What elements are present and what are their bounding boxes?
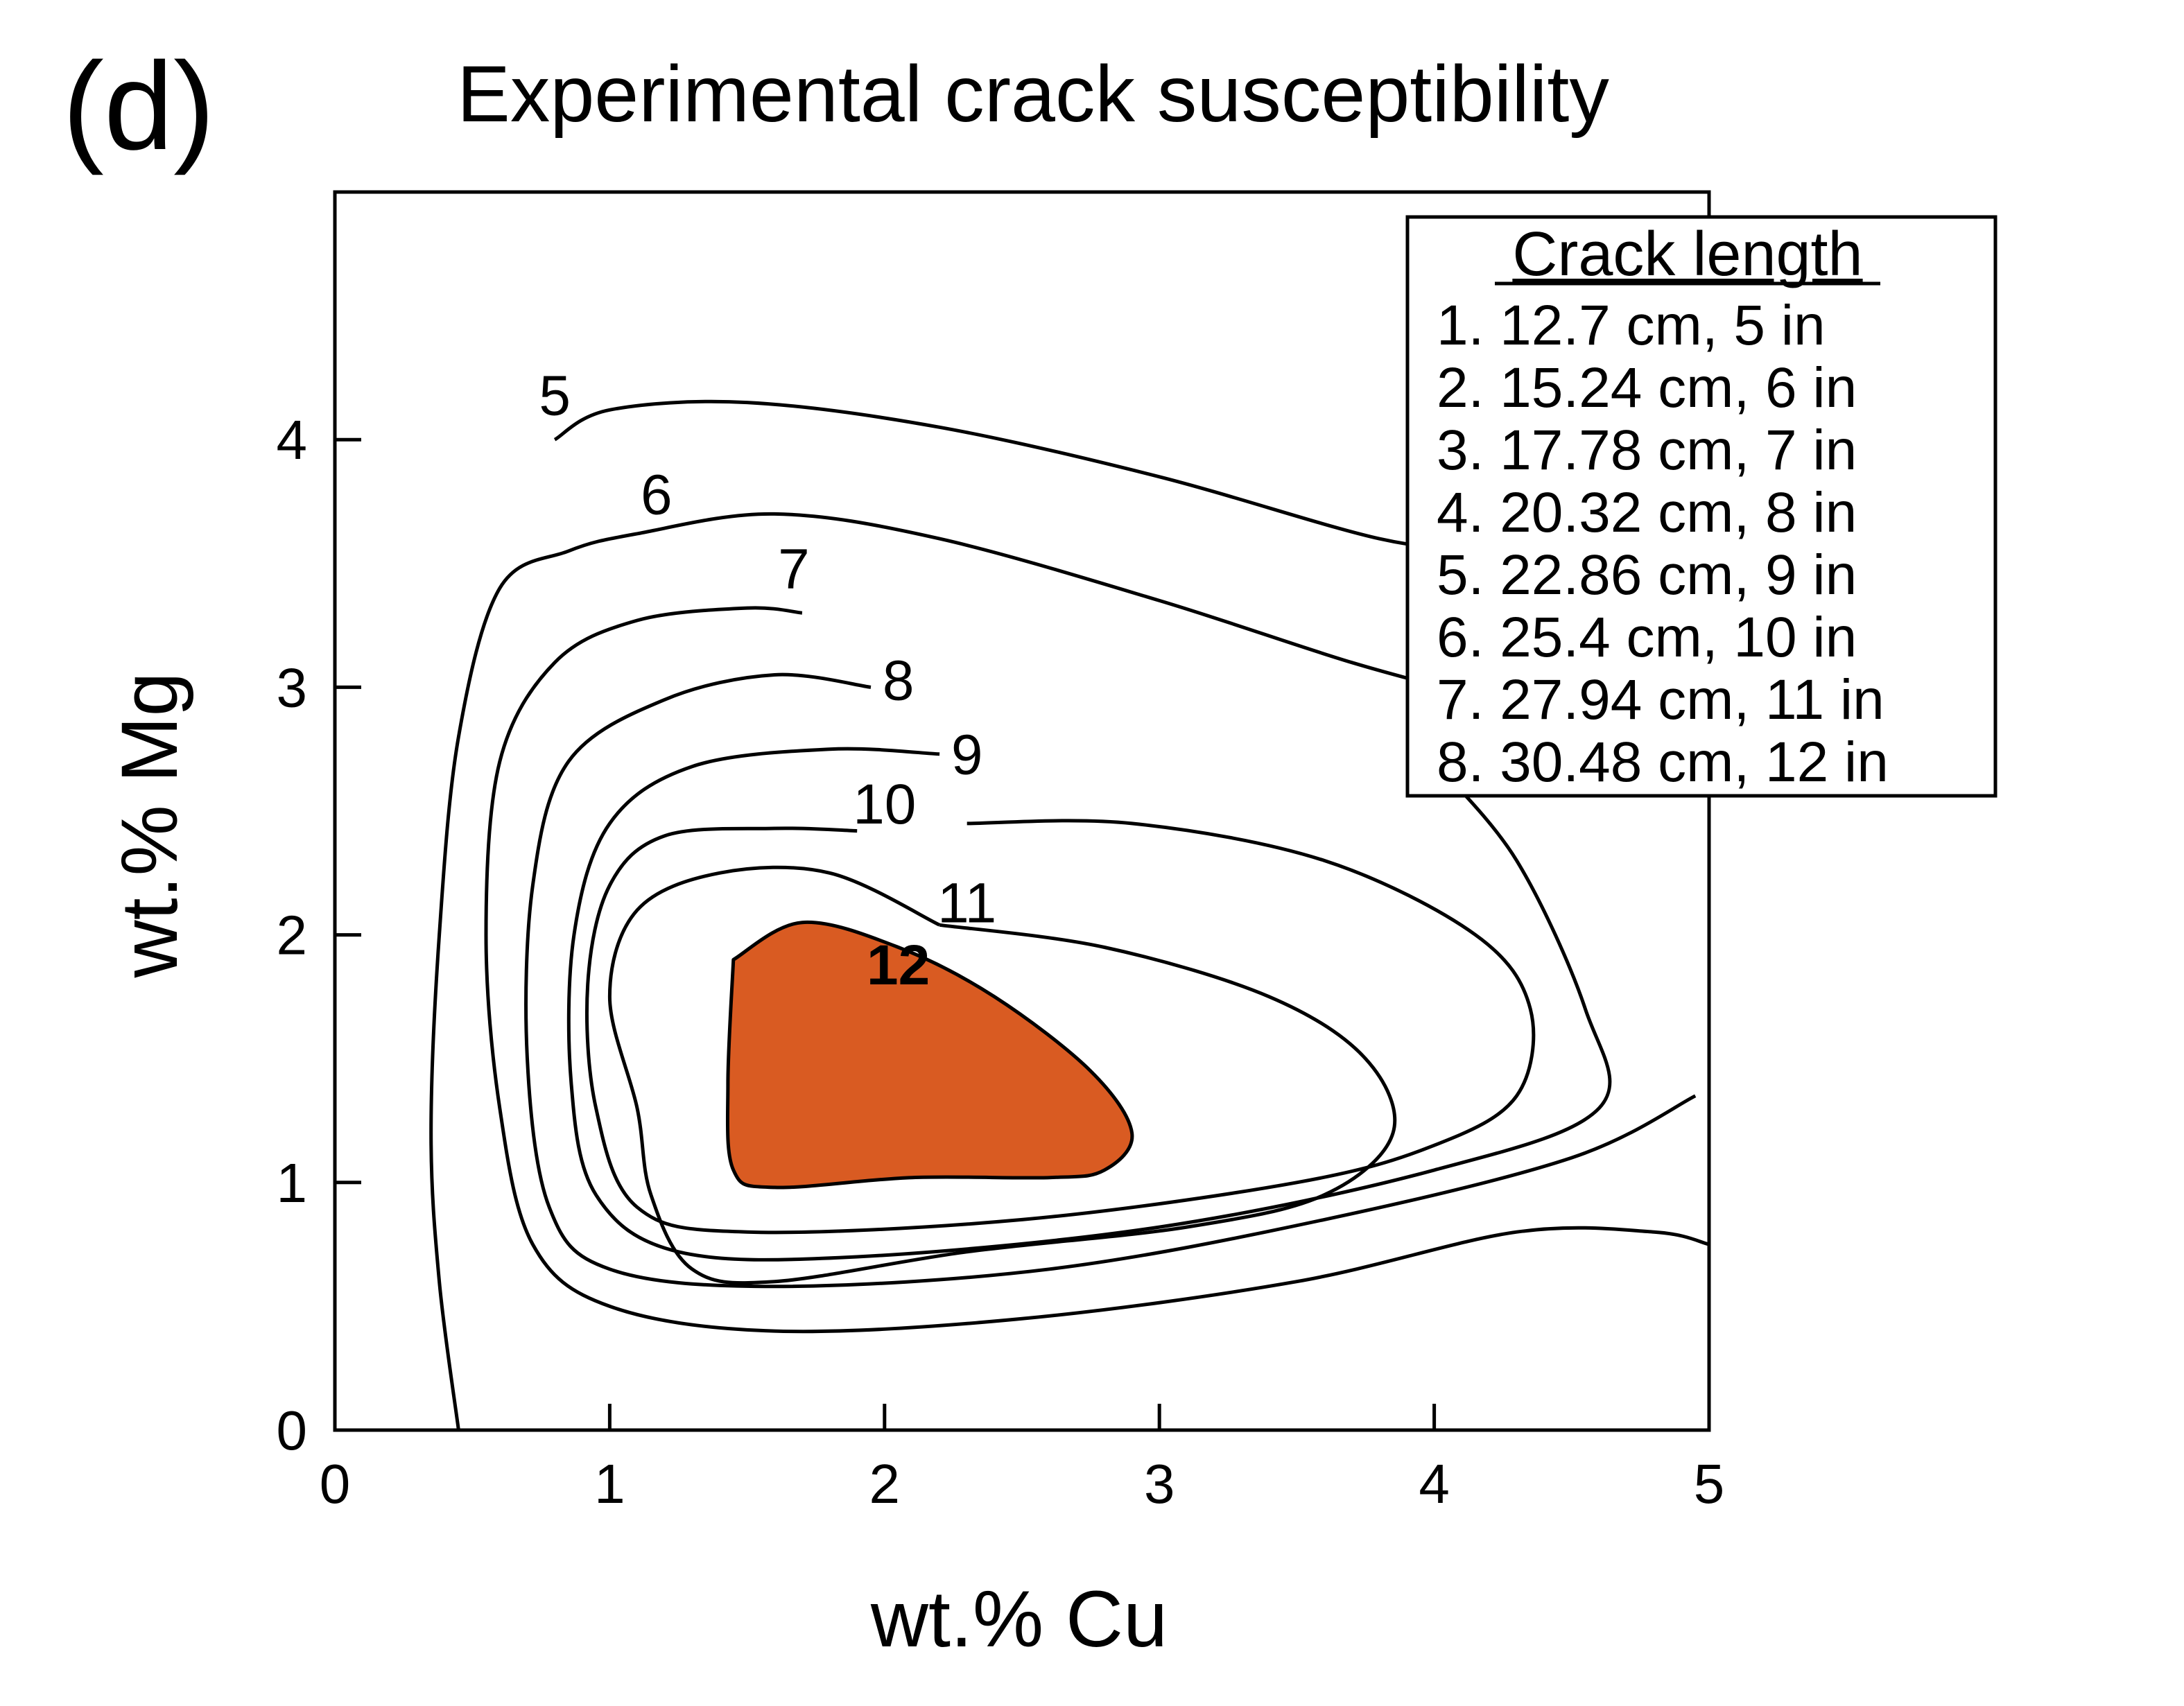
legend-entries: 1. 12.7 cm, 5 in2. 15.24 cm, 6 in3. 17.7…: [1437, 294, 1889, 794]
contour-lines: [429, 399, 1710, 1431]
x-tick-label: 4: [1419, 1453, 1450, 1515]
contour-label-6: 6: [641, 463, 673, 526]
contour-label-12: 12: [867, 934, 930, 997]
legend-title: Crack length: [1512, 220, 1862, 289]
contour-line-10: [585, 819, 1536, 1235]
legend-box: [1405, 215, 1997, 798]
y-tick-label: 4: [277, 409, 308, 471]
y-tick-label: 2: [277, 905, 308, 966]
x-tick-label: 5: [1694, 1453, 1725, 1515]
contour-label-9: 9: [951, 723, 983, 786]
x-tick-label: 2: [869, 1453, 901, 1515]
legend-entry: 6. 25.4 cm, 10 in: [1437, 606, 1857, 669]
legend-entry: 4. 20.32 cm, 8 in: [1437, 481, 1857, 544]
contour-line-5: [553, 399, 1490, 553]
x-tick-label: 3: [1144, 1453, 1175, 1515]
contour-line-12: [725, 920, 1134, 1190]
legend: Crack length 1. 12.7 cm, 5 in2. 15.24 cm…: [1405, 215, 1997, 798]
y-tick-label: 3: [277, 656, 308, 718]
x-axis-label: wt.% Cu: [870, 1575, 1168, 1664]
legend-entry: 3. 17.78 cm, 7 in: [1437, 419, 1857, 482]
legend-entry: 7. 27.94 cm, 11 in: [1437, 668, 1884, 731]
legend-entry: 5. 22.86 cm, 9 in: [1437, 543, 1857, 607]
y-tick-label: 0: [277, 1400, 308, 1461]
contour-line-9: [566, 747, 1612, 1262]
y-axis-label: wt.% Mg: [105, 672, 194, 979]
panel-label: (d): [62, 37, 215, 176]
contour-label-7: 7: [778, 538, 810, 601]
contour-line-7: [484, 606, 1710, 1334]
x-tick-label: 0: [320, 1453, 351, 1515]
y-tick-label: 1: [277, 1152, 308, 1214]
x-tick-label: 1: [594, 1453, 625, 1515]
contour-line-11: [607, 865, 1397, 1285]
contour-label-11: 11: [937, 872, 996, 935]
legend-entry: 2. 15.24 cm, 6 in: [1437, 356, 1857, 419]
legend-entry: 8. 30.48 cm, 12 in: [1437, 731, 1889, 794]
contour-label-10: 10: [853, 773, 916, 836]
plot-frame: [333, 190, 1711, 1432]
contour-label-8: 8: [883, 649, 915, 712]
contour-line-6: [429, 512, 1490, 1431]
chart-title: Experimental crack susceptibility: [457, 50, 1609, 139]
contour-label-5: 5: [539, 364, 571, 427]
legend-entry: 1. 12.7 cm, 5 in: [1437, 294, 1826, 357]
contour-line-8: [524, 672, 1697, 1289]
